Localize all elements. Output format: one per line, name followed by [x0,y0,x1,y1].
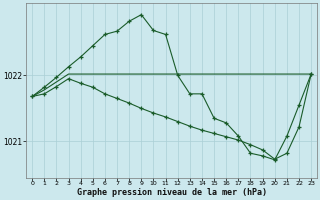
X-axis label: Graphe pression niveau de la mer (hPa): Graphe pression niveau de la mer (hPa) [77,188,267,197]
